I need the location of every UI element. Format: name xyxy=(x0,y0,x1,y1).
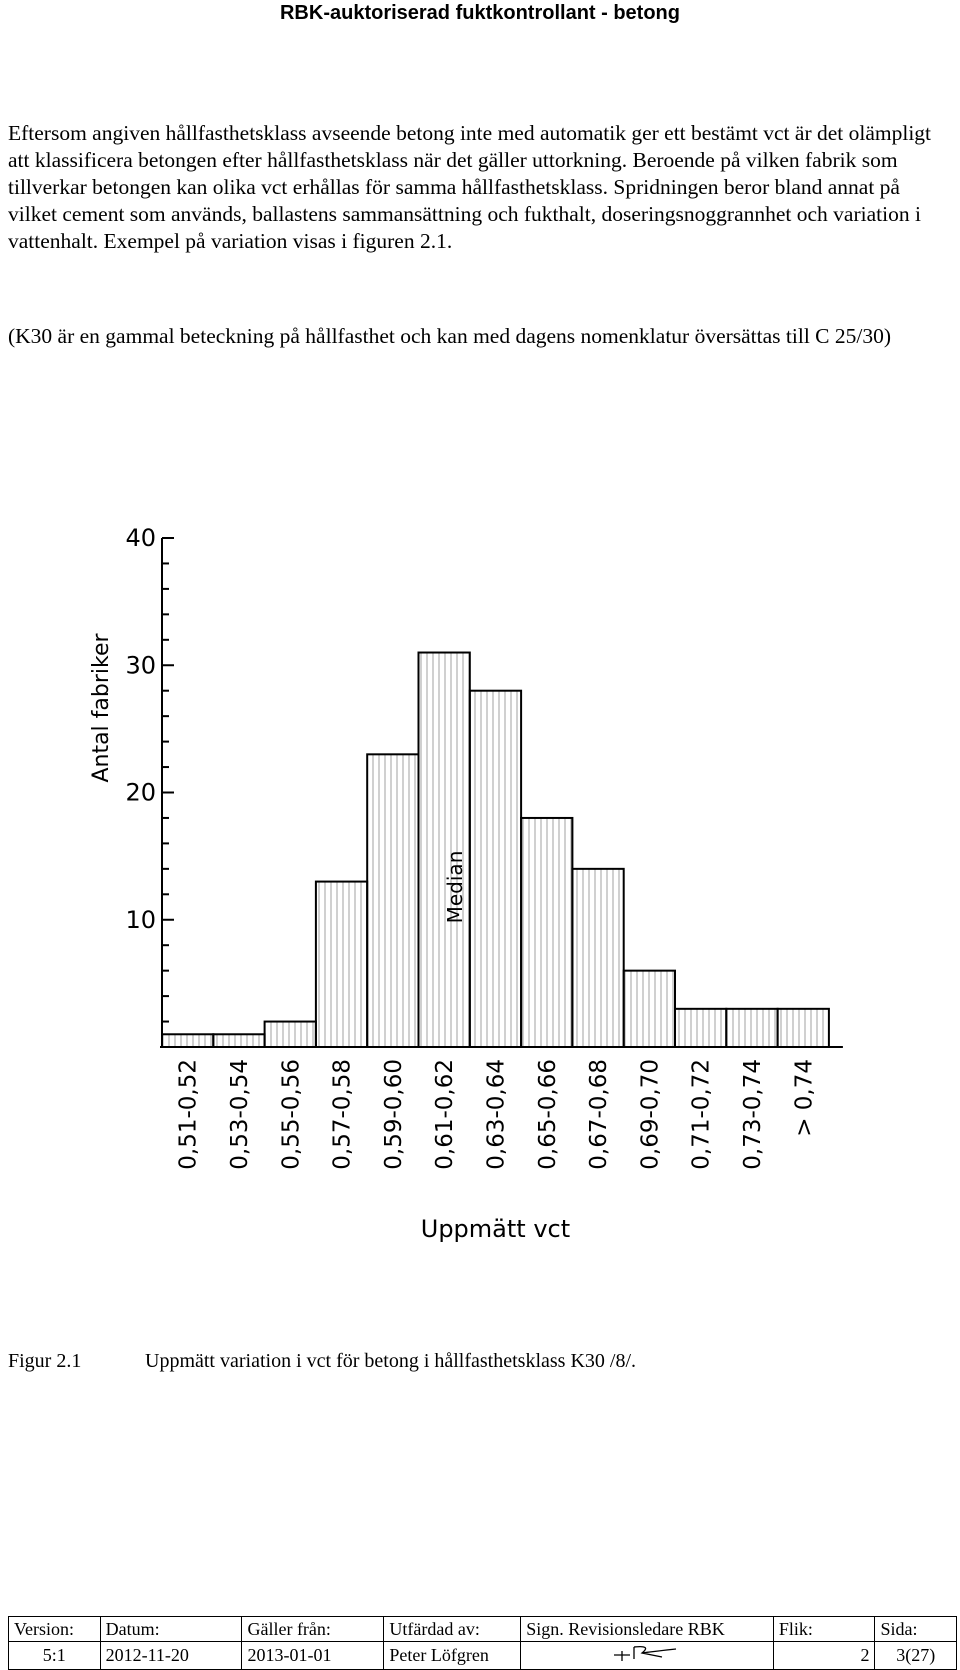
footer-value-galler-fran: 2013-01-01 xyxy=(241,1641,385,1670)
figure-caption-number: Figur 2.1 xyxy=(8,1350,82,1372)
histogram-bar xyxy=(161,1033,215,1049)
footer-label-flik: Flik: xyxy=(772,1616,876,1642)
histogram-bar xyxy=(622,969,677,1048)
footer-value-utfardad-av: Peter Löfgren xyxy=(383,1641,522,1670)
footer-label-version: Version: xyxy=(8,1616,101,1642)
y-axis-ticks: 10 20 30 40 xyxy=(125,524,174,1023)
footer-signature xyxy=(520,1641,774,1670)
x-tick-label: 0,57-0,58 xyxy=(330,1059,356,1170)
page-header-title: RBK-auktoriserad fuktkontrollant - beton… xyxy=(279,2,680,24)
footer-value-datum: 2012-11-20 xyxy=(99,1641,243,1670)
figure-caption-text: Uppmätt variation i vct för betong i hål… xyxy=(145,1350,637,1372)
histogram-bar xyxy=(417,651,471,1048)
y-axis-label: Antal fabriker xyxy=(89,633,114,783)
x-tick-label: 0,71-0,72 xyxy=(689,1059,715,1170)
histogram-bar xyxy=(212,1033,266,1049)
x-tick-label: 0,51-0,52 xyxy=(176,1059,202,1170)
y-tick-label: 20 xyxy=(125,779,156,807)
histogram-bar xyxy=(725,1007,779,1049)
x-tick-label: 0,67-0,68 xyxy=(586,1059,612,1170)
vct-histogram-chart: 10 20 30 40 0,51-0,52 0,53-0,54 0,55-0,56 0,57… xyxy=(89,524,843,1243)
x-tick-label: 0,69-0,70 xyxy=(637,1059,663,1170)
footer-value-version: 5:1 xyxy=(8,1641,101,1670)
x-tick-label: 0,63-0,64 xyxy=(483,1059,509,1170)
x-tick-label: 0,53-0,54 xyxy=(227,1059,253,1170)
histogram-bar xyxy=(520,816,574,1049)
histogram-bar xyxy=(263,1020,317,1048)
median-annotation: Median xyxy=(443,851,467,924)
x-tick-label: 0,65-0,66 xyxy=(535,1059,561,1170)
footer-label-sida: Sida: xyxy=(874,1616,957,1642)
document-footer-table: Version: Datum: Gäller från: Utfärdad av… xyxy=(8,1616,957,1670)
body-paragraph-1: Eftersom angiven hållfasthetsklass avsee… xyxy=(8,121,932,253)
footer-label-galler-fran: Gäller från: xyxy=(241,1616,385,1642)
footer-value-flik: 2 xyxy=(772,1641,876,1670)
footer-label-utfardad-av: Utfärdad av: xyxy=(383,1616,522,1642)
x-tick-label: 0,59-0,60 xyxy=(381,1059,407,1170)
histogram-bar xyxy=(674,1007,728,1049)
y-tick-label: 30 xyxy=(125,651,156,679)
histogram-bar xyxy=(468,689,523,1048)
footer-label-datum: Datum: xyxy=(99,1616,243,1642)
histogram-bar xyxy=(366,753,420,1048)
histogram-bars xyxy=(161,651,830,1049)
footer-label-sign: Sign. Revisionsledare RBK xyxy=(520,1616,774,1642)
x-tick-label: 0,55-0,56 xyxy=(278,1059,304,1170)
footer-value-sida: 3(27) xyxy=(874,1641,957,1670)
x-tick-label: > 0,74 xyxy=(791,1059,817,1137)
histogram-bar xyxy=(776,1007,830,1049)
y-tick-label: 10 xyxy=(125,906,156,934)
x-axis-tick-labels: 0,51-0,52 0,53-0,54 0,55-0,56 0,57-0,58 0,59… xyxy=(176,1059,818,1170)
x-axis-label: Uppmätt vct xyxy=(421,1215,570,1243)
y-tick-label: 40 xyxy=(125,524,156,552)
body-paragraph-2: (K30 är en gammal beteckning på hållfast… xyxy=(8,324,892,348)
x-tick-label: 0,73-0,74 xyxy=(740,1059,766,1170)
x-tick-label: 0,61-0,62 xyxy=(432,1059,458,1170)
histogram-bar xyxy=(571,867,625,1048)
signature-icon xyxy=(614,1645,677,1661)
histogram-bar xyxy=(314,880,369,1049)
